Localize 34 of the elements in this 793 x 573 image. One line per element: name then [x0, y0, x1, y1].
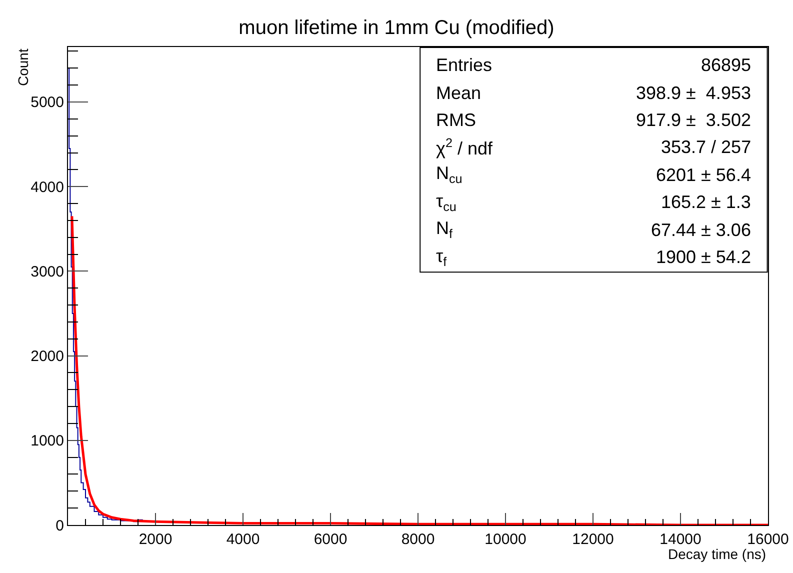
- x-tick-label: 12000: [572, 531, 614, 548]
- annotation: χ$^{2}$ / ndf: [436, 136, 494, 159]
- y-tick-label: 5000: [30, 94, 64, 112]
- y-tick-label: 3000: [30, 263, 64, 280]
- annotation: 398.9 ± 4.953: [636, 83, 751, 103]
- y-tick-label: 4000: [30, 178, 64, 196]
- x-tick-label: 10000: [484, 531, 526, 548]
- annotation: 165.2 ± 1.3: [661, 192, 751, 212]
- annotation: τ$_{cu}$: [436, 191, 456, 214]
- y-axis-title: Count: [15, 48, 31, 86]
- annotation: RMS: [436, 110, 476, 130]
- x-tick-label: 2000: [138, 531, 172, 548]
- y-tick-label: 0: [56, 517, 64, 534]
- x-tick-label: 14000: [660, 531, 702, 548]
- annotation: Mean: [436, 83, 482, 103]
- x-tick-label: 16000: [747, 531, 789, 548]
- annotation: 353.7 / 257: [661, 137, 752, 157]
- y-tick-label: 2000: [30, 348, 64, 366]
- x-tick-label: 8000: [401, 531, 435, 548]
- annotation: N$_{f}$: [436, 218, 453, 241]
- y-tick-label: 1000: [30, 432, 64, 450]
- x-axis-title: Decay time (ns): [668, 546, 766, 562]
- annotation: τ$_{f}$: [436, 246, 448, 269]
- annotation: N$_{cu}$: [436, 163, 462, 186]
- annotation: 6201 ± 56.4: [656, 165, 751, 185]
- annotation: 67.44 ± 3.06: [651, 220, 751, 240]
- annotation: 86895: [701, 55, 752, 75]
- x-tick-label: 6000: [314, 531, 348, 548]
- line-series: [70, 214, 768, 525]
- annotation: 917.9 ± 3.502: [636, 110, 751, 130]
- annotation: 1900 ± 54.2: [656, 247, 751, 267]
- annotation: Entries: [436, 55, 492, 75]
- chart-title: muon lifetime in 1mm Cu (modified): [238, 17, 554, 40]
- x-tick-label: 4000: [226, 531, 260, 548]
